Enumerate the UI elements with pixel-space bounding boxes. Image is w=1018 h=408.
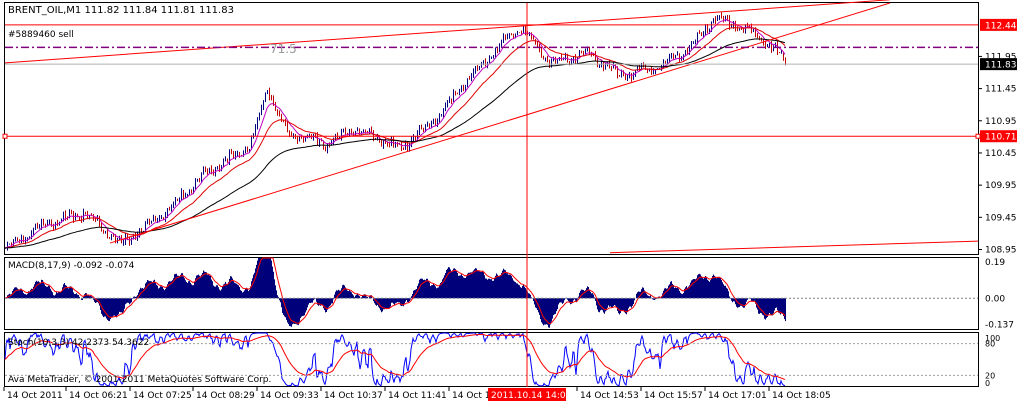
price-tick-label: 109.45 xyxy=(985,213,1017,223)
macd-histogram xyxy=(6,258,786,328)
stochastic-tick-label: 0 xyxy=(985,379,990,388)
macd-tick-label: 0.00 xyxy=(985,294,1005,304)
stochastic-tick-label: 100 xyxy=(985,334,1000,343)
time-tick-label: 14 Oct 10:37 xyxy=(324,391,383,401)
rising-trend-line[interactable] xyxy=(109,2,891,244)
price-panel[interactable] xyxy=(4,2,979,255)
macd-layer xyxy=(4,257,978,328)
time-tick-label: 14 Oct 15:57 xyxy=(644,391,703,401)
price-tag-label: 110.71 xyxy=(985,133,1017,143)
price-tick-label: 111.95 xyxy=(985,52,1017,62)
price-tag xyxy=(980,58,1017,71)
time-tick-label: 14 Oct 14:53 xyxy=(580,391,639,401)
price-tick-label: 110.45 xyxy=(985,149,1017,159)
symbol-info-label: BRENT_OIL,M1 111.82 111.84 111.81 111.83 xyxy=(8,5,234,16)
ma-slow-line xyxy=(4,38,786,249)
lower-channel-line[interactable] xyxy=(609,240,979,254)
price-tick-label: 109.95 xyxy=(985,181,1017,191)
price-layer xyxy=(2,0,981,254)
stochastic-tick-label: 20 xyxy=(985,371,995,380)
upper-trend-line[interactable] xyxy=(4,0,891,64)
time-tick-label: 14 Oct 06:21 xyxy=(69,391,128,401)
time-tick-label: 14 Oct 08:29 xyxy=(196,391,255,401)
macd-tick-label: 0.19 xyxy=(985,258,1005,268)
price-tag xyxy=(980,130,1017,143)
price-tick-label: 108.95 xyxy=(985,245,1017,255)
price-tag xyxy=(980,18,1017,31)
crosshair-time-label: 2011.10.14 14:00 xyxy=(491,391,572,401)
price-tick-label: 110.95 xyxy=(985,117,1017,127)
time-tick-label: 14 Oct 11:41 xyxy=(388,391,447,401)
macd-signal-line xyxy=(4,257,786,325)
time-tick-label: 14 Oct 18:05 xyxy=(772,391,831,401)
line-handle[interactable] xyxy=(2,133,8,139)
time-tick-label: 14 Oct 12: xyxy=(452,391,499,401)
copyright-footer: Ava MetaTrader, © 2001-2011 MetaQuotes S… xyxy=(8,375,271,385)
macd-tick-label: -0.137 xyxy=(985,321,1014,331)
price-tag-label: 112.44 xyxy=(985,21,1017,31)
line-handle[interactable] xyxy=(975,133,981,139)
macd-label: MACD(8,17,9) -0.092 -0.074 xyxy=(8,261,135,271)
price-tick-label: 111.45 xyxy=(985,85,1017,95)
crosshair-time-tag xyxy=(488,388,566,401)
stochastic-layer xyxy=(4,332,978,387)
axis-layer: 111.95 111.45 110.95 110.45 109.95 109.45 108.… xyxy=(3,3,1017,401)
stochastic-main-line xyxy=(4,332,786,387)
time-tick-label: 14 Oct 07:25 xyxy=(133,391,192,401)
time-tick-label: 14 Oct 2011 xyxy=(7,391,63,401)
price-tag-label: 111.83 xyxy=(985,61,1017,71)
fib-level-label: 71.5 xyxy=(270,42,297,56)
time-tick-label: 14 Oct 17:01 xyxy=(708,391,767,401)
stochastic-tick-label: 80 xyxy=(985,340,995,349)
order-label: #5889460 sell xyxy=(8,30,74,40)
stochastic-label: Stoch(10,3,3) 42.2373 54.3622 xyxy=(8,338,149,348)
time-tick-label: 14 Oct 09:33 xyxy=(260,391,319,401)
stochastic-signal-line xyxy=(4,333,786,381)
